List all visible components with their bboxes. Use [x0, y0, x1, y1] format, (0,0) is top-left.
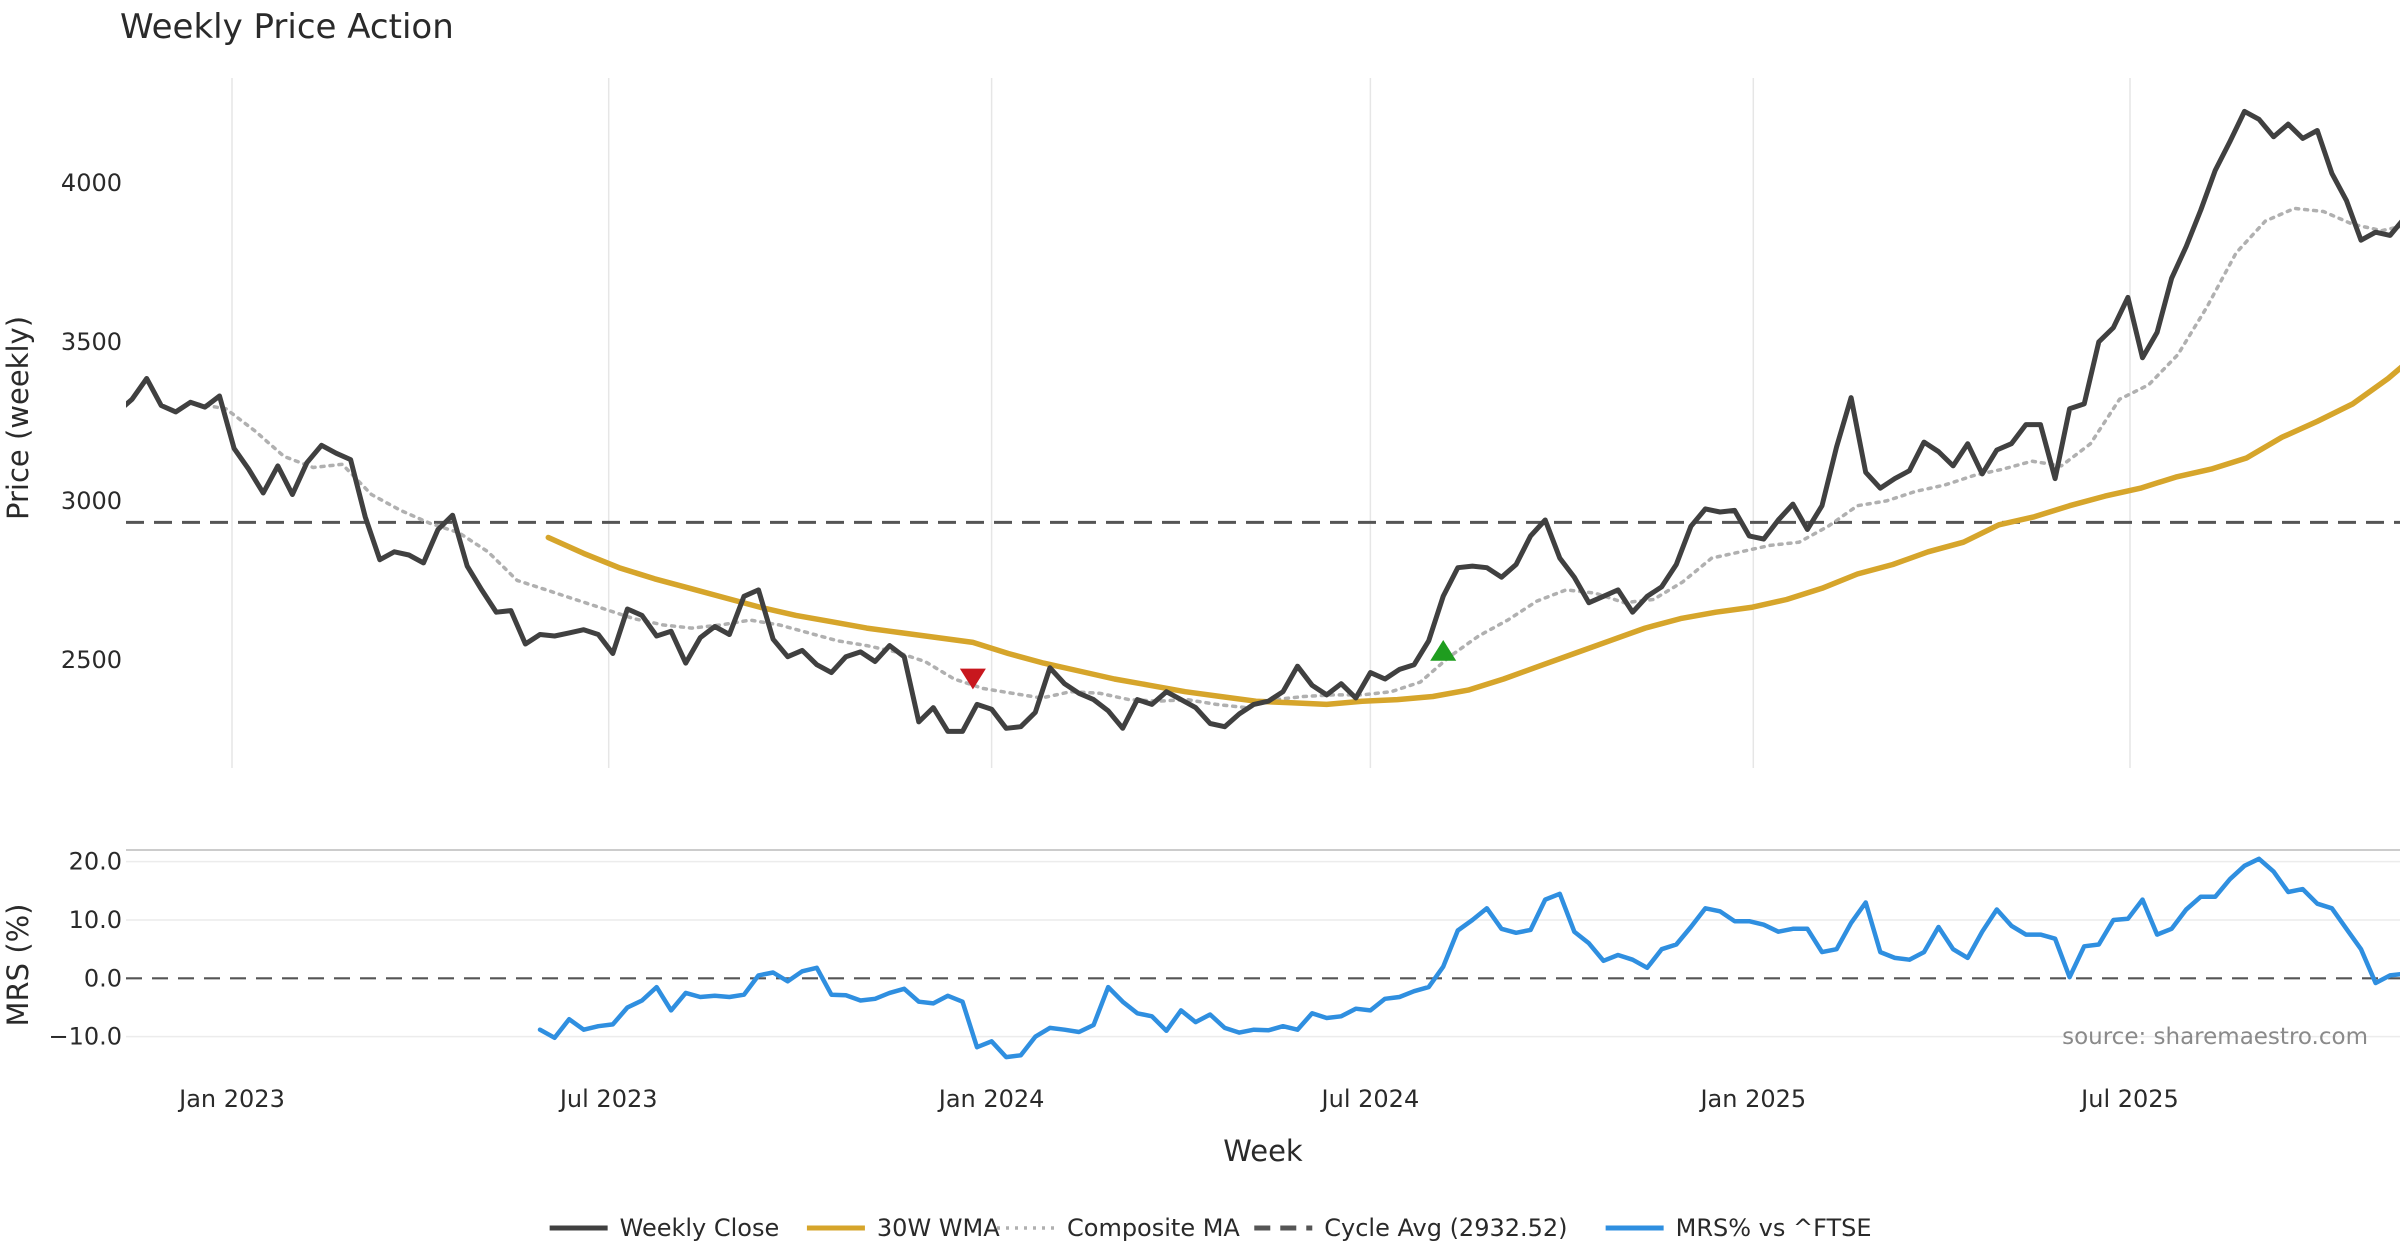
- legend-label: 30W WMA: [877, 1214, 1000, 1242]
- price-grid: [231, 78, 2131, 768]
- mrs-y-tick-label: 20.0: [69, 848, 122, 876]
- legend-label: MRS% vs ^FTSE: [1676, 1214, 1872, 1242]
- x-axis-label: Week: [1223, 1134, 1303, 1168]
- mrs-y-tick-label: 10.0: [69, 906, 122, 934]
- price-y-axis-label: Price (weekly): [1, 316, 35, 520]
- mrs-y-axis-label: MRS (%): [1, 904, 35, 1027]
- signal-markers: [959, 639, 1457, 690]
- legend: Weekly Close 30W WMA Composite MA Cycle Avg…: [549, 1214, 1872, 1242]
- x-tick-label: Jul 2025: [2079, 1085, 2179, 1113]
- legend-item: 30W WMA: [806, 1214, 1000, 1242]
- x-tick-label: Jul 2023: [558, 1085, 658, 1113]
- price-y-ticks: 2500 3000 3500 4000: [61, 169, 122, 674]
- legend-label: Composite MA: [1067, 1214, 1240, 1242]
- price-y-tick-label: 2500: [61, 646, 122, 674]
- mrs-y-tick-label: −10.0: [48, 1023, 122, 1051]
- x-ticks: Jan 2023 Jul 2023 Jan 2024 Jul 2024 Jan 2025…: [177, 1085, 2179, 1113]
- mrs-line: [537, 856, 2400, 1060]
- legend-item: Composite MA: [997, 1214, 1240, 1242]
- legend-label: Cycle Avg (2932.52): [1324, 1214, 1567, 1242]
- x-tick-label: Jan 2024: [937, 1085, 1045, 1113]
- price-y-tick-label: 4000: [61, 169, 122, 197]
- x-tick-label: Jul 2024: [1320, 1085, 1420, 1113]
- legend-label: Weekly Close: [620, 1214, 780, 1242]
- x-tick-label: Jan 2023: [177, 1085, 285, 1113]
- legend-item: Cycle Avg (2932.52): [1254, 1214, 1568, 1242]
- price-y-tick-label: 3500: [61, 328, 122, 356]
- mrs-series: [537, 856, 2400, 1060]
- mrs-y-ticks: 20.0 10.0 0.0 −10.0: [48, 848, 122, 1051]
- legend-item: MRS% vs ^FTSE: [1605, 1214, 1872, 1242]
- weekly-close-line: [126, 108, 2400, 734]
- x-tick-label: Jan 2025: [1698, 1085, 1806, 1113]
- price-y-tick-label: 3000: [61, 487, 122, 515]
- buy-signal-marker: [1430, 639, 1457, 661]
- chart-title: Weekly Price Action: [120, 7, 454, 47]
- legend-item: Weekly Close: [549, 1214, 780, 1242]
- 30w-wma-line: [545, 364, 2400, 708]
- price-series: [126, 108, 2400, 734]
- mrs-grid: [126, 860, 2400, 1038]
- sell-signal-marker: [959, 668, 986, 690]
- source-annotation: source: sharemaestro.com: [2062, 1024, 2368, 1050]
- composite-ma-line: [194, 206, 2400, 710]
- mrs-y-tick-label: 0.0: [84, 964, 122, 992]
